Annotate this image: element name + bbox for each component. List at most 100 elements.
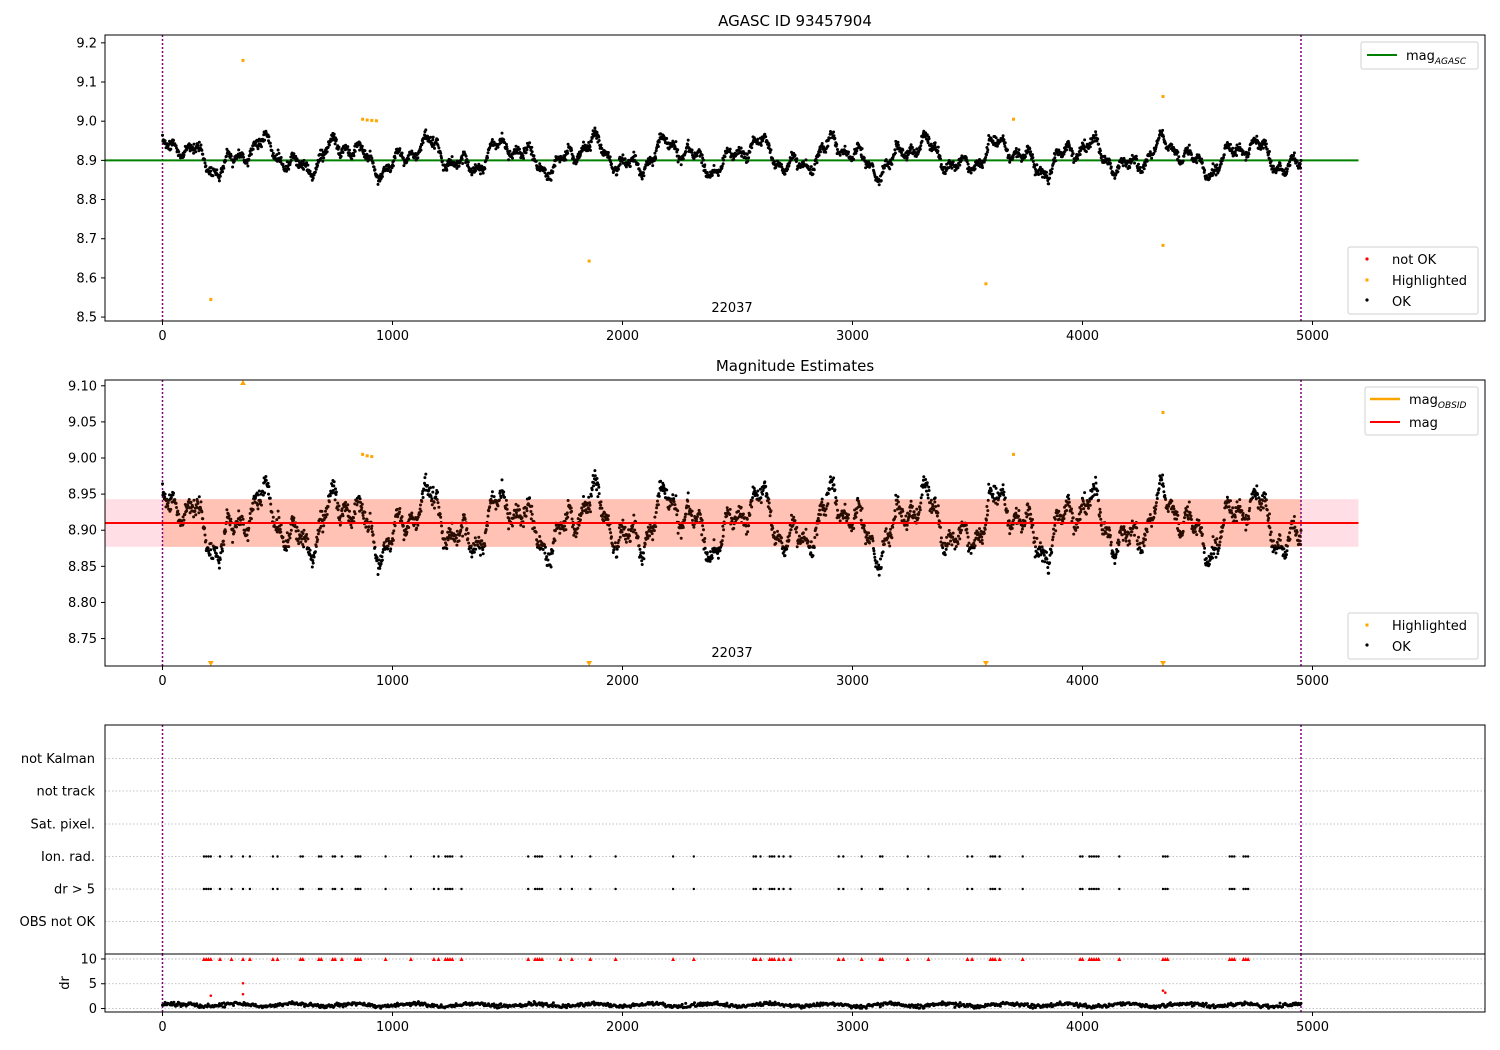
ok-point bbox=[828, 487, 832, 491]
ok-point bbox=[277, 516, 281, 519]
ok-point bbox=[432, 143, 436, 147]
ok-point bbox=[345, 508, 349, 512]
ok-point bbox=[401, 156, 405, 160]
ok-point bbox=[628, 539, 632, 543]
ok-point bbox=[232, 159, 236, 163]
ok-point bbox=[599, 503, 603, 507]
ok-point bbox=[793, 153, 797, 157]
ok-point bbox=[667, 507, 671, 511]
ok-point bbox=[217, 566, 221, 570]
ok-point bbox=[418, 507, 422, 511]
ok-point bbox=[616, 541, 620, 545]
ok-point bbox=[311, 559, 315, 563]
ok-point bbox=[264, 475, 268, 478]
ok-point bbox=[852, 527, 856, 530]
ok-point bbox=[917, 511, 921, 514]
ok-point bbox=[772, 535, 776, 538]
ok-point bbox=[954, 537, 958, 541]
ok-point bbox=[1107, 526, 1111, 530]
ok-point bbox=[353, 149, 357, 153]
ok-point bbox=[654, 156, 658, 160]
ok-point bbox=[319, 156, 323, 160]
ok-point bbox=[275, 153, 279, 157]
ok-point bbox=[200, 510, 204, 514]
ok-point bbox=[826, 502, 830, 506]
ok-point bbox=[926, 141, 930, 145]
ok-point bbox=[199, 143, 203, 147]
ok-point bbox=[1002, 490, 1006, 494]
ok-point bbox=[177, 512, 181, 516]
ok-point bbox=[865, 533, 869, 537]
ok-point bbox=[966, 162, 970, 166]
ok-point bbox=[1299, 159, 1303, 162]
ok-point bbox=[1163, 494, 1167, 497]
ok-point bbox=[221, 539, 225, 543]
ok-point bbox=[419, 509, 423, 513]
ok-point bbox=[730, 152, 734, 156]
ok-point bbox=[1002, 493, 1006, 497]
ok-point bbox=[763, 132, 767, 136]
ok-point bbox=[690, 514, 694, 517]
ok-point bbox=[436, 490, 440, 494]
ok-point bbox=[368, 511, 372, 515]
ok-point bbox=[1017, 509, 1021, 512]
ok-point bbox=[549, 565, 553, 569]
ok-point bbox=[161, 482, 164, 486]
ok-point bbox=[1003, 144, 1007, 148]
ok-point bbox=[1046, 566, 1050, 569]
ok-point bbox=[994, 136, 998, 140]
ok-point bbox=[1244, 158, 1248, 162]
ok-point bbox=[886, 536, 889, 540]
ok-point bbox=[1020, 527, 1024, 531]
ok-point bbox=[1031, 530, 1035, 534]
ok-point bbox=[856, 496, 860, 500]
ok-point bbox=[203, 533, 207, 537]
ok-point bbox=[597, 485, 601, 489]
ok-point bbox=[832, 130, 836, 134]
ok-point bbox=[1079, 510, 1083, 514]
ok-point bbox=[718, 549, 722, 552]
ok-point bbox=[437, 505, 441, 509]
ok-point bbox=[740, 154, 744, 158]
ok-point bbox=[260, 145, 263, 149]
ok-point bbox=[654, 525, 658, 529]
ok-point bbox=[373, 168, 377, 172]
ok-point bbox=[387, 537, 390, 540]
ok-point bbox=[1195, 161, 1199, 165]
ok-point bbox=[820, 142, 824, 145]
ok-point bbox=[222, 166, 226, 170]
ok-point bbox=[434, 495, 438, 499]
ok-point bbox=[756, 489, 760, 493]
ok-point bbox=[1182, 154, 1186, 158]
ok-point bbox=[642, 545, 646, 549]
ok-point bbox=[811, 172, 815, 176]
ok-point bbox=[672, 497, 676, 501]
ok-point bbox=[958, 537, 962, 541]
ok-point bbox=[166, 501, 170, 505]
ok-point bbox=[316, 163, 320, 167]
ok-point bbox=[618, 162, 622, 166]
ok-point bbox=[888, 544, 892, 548]
ok-point bbox=[581, 148, 585, 152]
ok-point bbox=[692, 525, 696, 529]
ok-point bbox=[228, 523, 232, 527]
ok-point bbox=[671, 493, 675, 497]
ok-point bbox=[571, 155, 575, 159]
ok-point bbox=[215, 168, 219, 172]
ok-point bbox=[1001, 483, 1005, 487]
ok-point bbox=[1274, 171, 1278, 175]
ok-point bbox=[1072, 532, 1076, 536]
ok-point bbox=[410, 511, 414, 515]
ok-point bbox=[1051, 535, 1055, 539]
ok-point bbox=[928, 501, 932, 505]
ok-point bbox=[1267, 152, 1271, 156]
ok-point bbox=[464, 161, 468, 165]
ok-point bbox=[183, 513, 187, 517]
ok-point bbox=[426, 484, 429, 487]
ok-point bbox=[877, 183, 881, 187]
ok-point bbox=[439, 151, 443, 155]
ok-point bbox=[558, 531, 562, 535]
ok-point bbox=[679, 536, 683, 540]
ok-point bbox=[978, 527, 981, 531]
ok-point bbox=[986, 498, 990, 502]
